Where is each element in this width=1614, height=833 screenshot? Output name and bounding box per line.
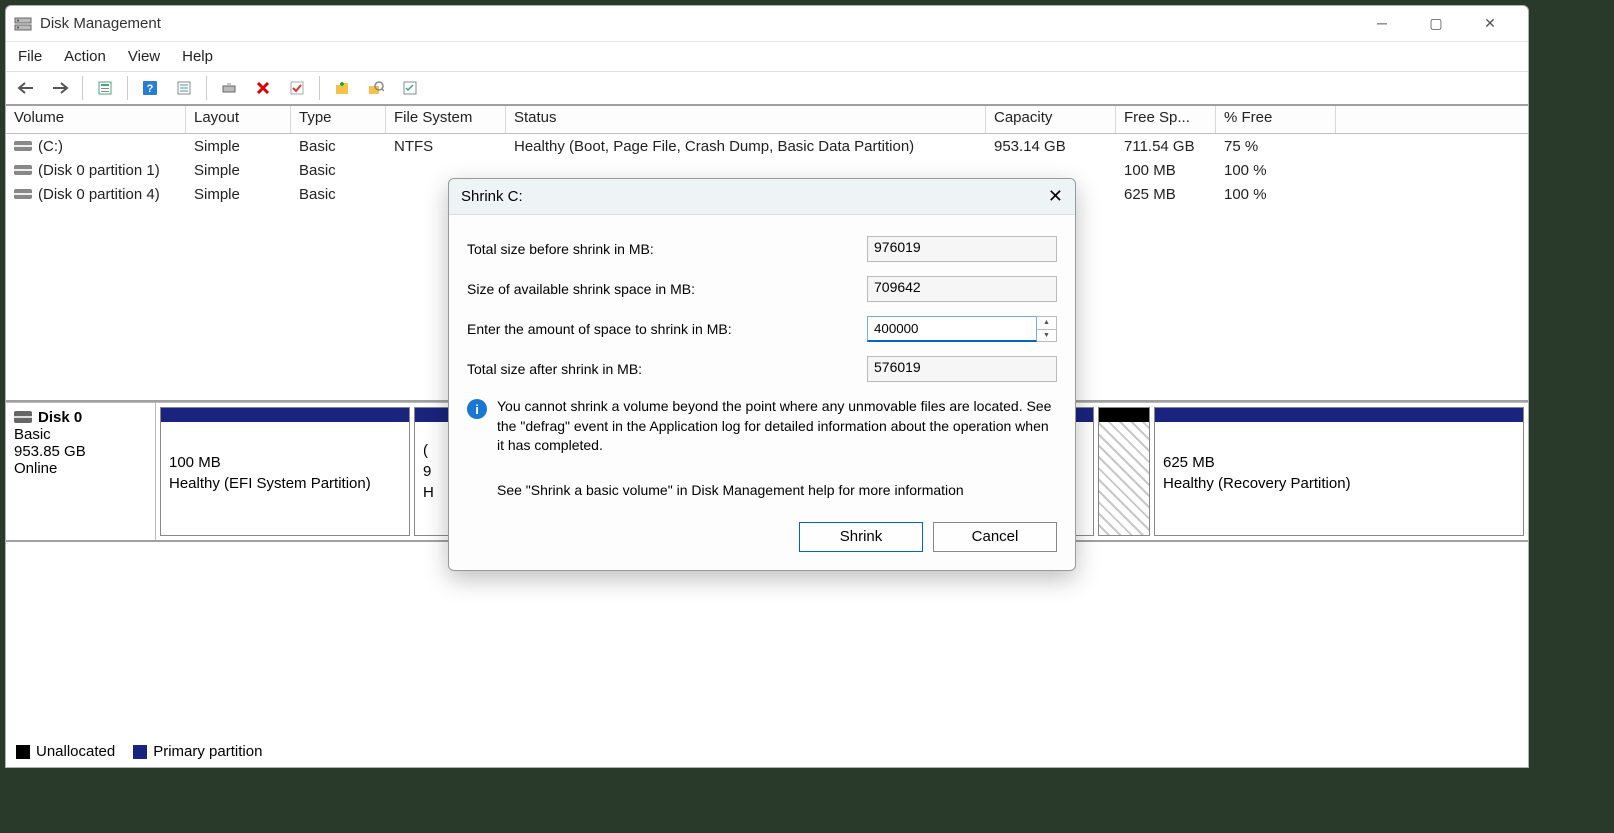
search-icon[interactable] <box>362 74 390 102</box>
shrink-dialog: Shrink C: ✕ Total size before shrink in … <box>448 178 1076 571</box>
partition[interactable]: 100 MB Healthy (EFI System Partition) <box>160 407 410 536</box>
spinner-up[interactable]: ▲ <box>1037 317 1056 330</box>
svg-text:?: ? <box>147 83 154 95</box>
menu-help[interactable]: Help <box>182 48 213 65</box>
help-icon[interactable]: ? <box>136 74 164 102</box>
volume-icon <box>14 189 32 199</box>
value-available-shrink: 709642 <box>867 276 1057 302</box>
titlebar: Disk Management ─ ▢ ✕ <box>6 6 1528 42</box>
label-shrink-amount: Enter the amount of space to shrink in M… <box>467 321 867 337</box>
dialog-titlebar: Shrink C: ✕ <box>449 179 1075 215</box>
back-icon[interactable] <box>12 74 40 102</box>
dialog-close-button[interactable]: ✕ <box>1048 186 1063 207</box>
window-title: Disk Management <box>40 15 161 32</box>
partition[interactable]: 625 MB Healthy (Recovery Partition) <box>1154 407 1524 536</box>
dialog-title: Shrink C: <box>461 188 523 205</box>
col-layout[interactable]: Layout <box>186 106 291 133</box>
col-free[interactable]: Free Sp... <box>1116 106 1216 133</box>
window-controls: ─ ▢ ✕ <box>1364 15 1520 32</box>
menu-file[interactable]: File <box>18 48 42 65</box>
disk-label[interactable]: Disk 0 Basic 953.85 GB Online <box>6 403 156 540</box>
col-type[interactable]: Type <box>291 106 386 133</box>
delete-icon[interactable] <box>249 74 277 102</box>
table-row[interactable]: (C:) Simple Basic NTFS Healthy (Boot, Pa… <box>6 134 1528 158</box>
col-pctfree[interactable]: % Free <box>1216 106 1336 133</box>
volume-icon <box>14 165 32 175</box>
col-fs[interactable]: File System <box>386 106 506 133</box>
partition-unallocated[interactable] <box>1098 407 1150 536</box>
volume-icon <box>14 141 32 151</box>
properties-icon[interactable] <box>91 74 119 102</box>
minimize-button[interactable]: ─ <box>1364 15 1400 32</box>
col-status[interactable]: Status <box>506 106 986 133</box>
refresh-icon[interactable] <box>215 74 243 102</box>
menubar: File Action View Help <box>6 42 1528 72</box>
menu-action[interactable]: Action <box>64 48 106 65</box>
options-icon[interactable] <box>396 74 424 102</box>
list-icon[interactable] <box>170 74 198 102</box>
shrink-amount-input[interactable] <box>867 316 1037 342</box>
legend-swatch-unallocated <box>16 745 30 759</box>
legend-swatch-primary <box>133 745 147 759</box>
spinner-down[interactable]: ▼ <box>1037 330 1056 342</box>
check-icon[interactable] <box>283 74 311 102</box>
cancel-button[interactable]: Cancel <box>933 522 1057 552</box>
legend: Unallocated Primary partition <box>6 735 1528 767</box>
new-folder-icon[interactable] <box>328 74 356 102</box>
label-total-before: Total size before shrink in MB: <box>467 241 867 257</box>
info-icon: i <box>467 399 487 419</box>
toolbar: ? <box>6 72 1528 106</box>
value-total-before: 976019 <box>867 236 1057 262</box>
maximize-button[interactable]: ▢ <box>1418 15 1454 32</box>
value-total-after: 576019 <box>867 356 1057 382</box>
label-available-shrink: Size of available shrink space in MB: <box>467 281 867 297</box>
help-reference: See "Shrink a basic volume" in Disk Mana… <box>467 482 1057 498</box>
col-volume[interactable]: Volume <box>6 106 186 133</box>
info-text: You cannot shrink a volume beyond the po… <box>497 397 1057 456</box>
app-icon <box>14 15 32 33</box>
close-button[interactable]: ✕ <box>1472 15 1508 32</box>
volume-table-header: Volume Layout Type File System Status Ca… <box>6 106 1528 134</box>
label-total-after: Total size after shrink in MB: <box>467 361 867 377</box>
forward-icon[interactable] <box>46 74 74 102</box>
spinner[interactable]: ▲▼ <box>1037 316 1057 342</box>
menu-view[interactable]: View <box>128 48 160 65</box>
disk-icon <box>14 411 32 423</box>
shrink-button[interactable]: Shrink <box>799 522 923 552</box>
col-capacity[interactable]: Capacity <box>986 106 1116 133</box>
